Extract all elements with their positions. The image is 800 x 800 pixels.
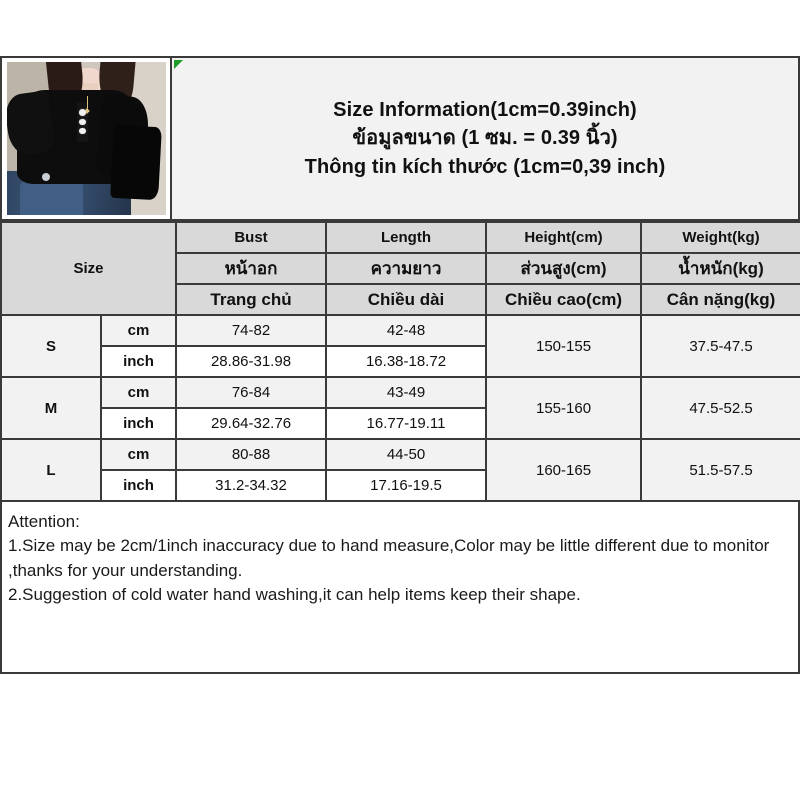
product-photo — [7, 62, 166, 215]
table-row: inch 28.86-31.98 16.38-18.72 — [1, 345, 800, 378]
unit-inch-m: inch — [99, 407, 178, 440]
size-label-m: M — [0, 376, 102, 440]
product-photo-cell — [0, 56, 170, 221]
header-height-en: Height(cm) — [485, 221, 643, 254]
header-length-th: ความยาว — [325, 252, 488, 285]
table-row: M cm 76-84 43-49 155-160 47.5-52.5 — [0, 376, 800, 440]
header-height-th: ส่วนสูง(cm) — [485, 252, 643, 285]
table-row: S cm 74-82 42-48 150-155 37.5-47.5 — [0, 314, 800, 378]
length-cm-m: 43-49 — [325, 376, 488, 409]
header-length-vi: Chiều dài — [325, 283, 488, 316]
weight-s: 37.5-47.5 — [640, 314, 800, 378]
bust-cm-s: 74-82 — [175, 314, 328, 347]
photo-button-1 — [79, 109, 87, 116]
title-line-thai: ข้อมูลขนาด (1 ซม. = 0.39 นิ้ว) — [352, 127, 618, 150]
size-label-l: L — [0, 438, 102, 502]
title-cell: Size Information(1cm=0.39inch) ข้อมูลขนา… — [170, 56, 800, 221]
height-m: 155-160 — [485, 376, 643, 440]
size-label-s: S — [0, 314, 102, 378]
bust-inch-s: 28.86-31.98 — [175, 345, 328, 378]
green-corner-triangle-icon — [174, 60, 183, 69]
attention-heading: Attention: — [8, 512, 80, 531]
header-weight-en: Weight(kg) — [640, 221, 800, 254]
height-s: 150-155 — [485, 314, 643, 378]
attention-item-1: 1.Size may be 2cm/1inch inaccuracy due t… — [8, 536, 770, 580]
table-row: inch 29.64-32.76 16.77-19.11 — [1, 407, 800, 440]
photo-sleeve-left — [7, 89, 56, 157]
title-line-english: Size Information(1cm=0.39inch) — [333, 98, 637, 121]
unit-cm-s: cm — [99, 314, 178, 347]
header-weight-vi: Cân nặng(kg) — [640, 283, 800, 316]
chart-header-band: Size Information(1cm=0.39inch) ข้อมูลขนา… — [0, 56, 800, 221]
unit-cm-m: cm — [99, 376, 178, 409]
photo-necklace-chain — [86, 95, 88, 111]
header-row-thai: หน้าอก ความยาว ส่วนสูง(cm) น้ำหนัก(kg) — [1, 252, 800, 285]
header-length-en: Length — [325, 221, 488, 254]
length-inch-s: 16.38-18.72 — [325, 345, 488, 378]
weight-m: 47.5-52.5 — [640, 376, 800, 440]
header-row-english: Size Bust Length Height(cm) Weight(kg) — [0, 221, 800, 316]
photo-button-3 — [79, 127, 87, 135]
photo-jeans-button — [41, 173, 50, 182]
header-bust-en: Bust — [175, 221, 328, 254]
photo-button-2 — [79, 118, 87, 126]
header-height-vi: Chiều cao(cm) — [485, 283, 643, 316]
header-bust-vi: Trang chủ — [175, 283, 328, 316]
header-row-vietnamese: Trang chủ Chiều dài Chiều cao(cm) Cân nặ… — [1, 283, 800, 316]
attention-item-2: 2.Suggestion of cold water hand washing,… — [8, 585, 581, 605]
header-weight-th: น้ำหนัก(kg) — [640, 252, 800, 285]
title-line-vietnamese: Thông tin kích thước (1cm=0,39 inch) — [304, 155, 666, 178]
bust-inch-m: 29.64-32.76 — [175, 407, 328, 440]
attention-block: Attention: 1.Size may be 2cm/1inch inacc… — [0, 502, 800, 674]
header-size-label: Size — [0, 221, 178, 316]
unit-inch-s: inch — [99, 345, 178, 378]
table-row: inch 31.2-34.32 17.16-19.5 — [1, 469, 800, 502]
unit-inch-l: inch — [99, 469, 178, 502]
length-inch-m: 16.77-19.11 — [325, 407, 488, 440]
header-bust-th: หน้าอก — [175, 252, 328, 285]
photo-handbag — [110, 125, 162, 201]
height-l: 160-165 — [485, 438, 643, 502]
size-chart-sheet: Size Information(1cm=0.39inch) ข้อมูลขนา… — [0, 56, 800, 674]
unit-cm-l: cm — [99, 438, 178, 471]
length-cm-l: 44-50 — [325, 438, 488, 471]
weight-l: 51.5-57.5 — [640, 438, 800, 502]
length-cm-s: 42-48 — [325, 314, 488, 347]
bust-cm-m: 76-84 — [175, 376, 328, 409]
photo-jeans-highlight — [19, 181, 84, 215]
size-table: Size Bust Length Height(cm) Weight(kg) ห… — [0, 221, 800, 502]
bust-inch-l: 31.2-34.32 — [175, 469, 328, 502]
bust-cm-l: 80-88 — [175, 438, 328, 471]
table-row: L cm 80-88 44-50 160-165 51.5-57.5 — [0, 438, 800, 502]
length-inch-l: 17.16-19.5 — [325, 469, 488, 502]
